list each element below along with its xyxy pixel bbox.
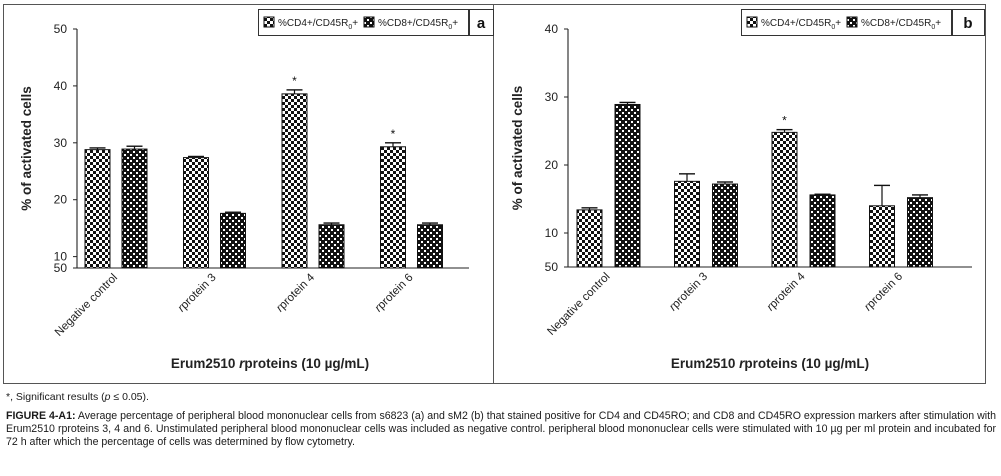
bar-cd8-3: [907, 197, 933, 268]
legend-swatch-0: [746, 16, 758, 28]
x-axis-label-prefix: Erum2510: [671, 356, 739, 371]
legend-text-main: %CD4+/CD45R: [278, 18, 348, 29]
category-label-3: rprotein 6: [373, 272, 416, 315]
legend-swatch-1: [363, 16, 375, 28]
category-label-3: rprotein 6: [862, 271, 905, 314]
category-label-1: rprotein 3: [667, 271, 710, 314]
footnote-prefix: *, Significant results (: [6, 391, 105, 403]
x-axis-label-prefix: Erum2510: [171, 356, 239, 371]
panel-label: b: [963, 15, 972, 32]
category-label-rest: Negative control: [53, 272, 120, 339]
x-axis-label-italic: r: [739, 356, 745, 371]
category-label-rest: protein 3: [178, 272, 218, 312]
bar-cd4-2: [281, 93, 308, 269]
legend-entry-0: %CD4+/CD45R0+: [761, 18, 841, 31]
x-axis-label-rest: proteins (10 µg/mL): [744, 356, 869, 371]
y-axis-label: % of activated cells: [19, 86, 34, 211]
bar-cd8-2: [809, 194, 836, 268]
bar-cd4-3: [380, 146, 406, 269]
significance-marker: *: [391, 127, 396, 141]
chart-panel-b: 50 10 20 30 40 % of activated cells Negative c…: [510, 9, 985, 371]
category-label-rest: protein 4: [767, 270, 808, 311]
y-tick-label: 20: [545, 158, 559, 172]
category-label-rest: Negative control: [545, 271, 612, 338]
bar-cd8-0: [614, 103, 641, 268]
significance-marker: *: [782, 114, 787, 128]
bar-cd4-1: [674, 180, 700, 268]
y-tick-label: 50: [54, 261, 68, 275]
y-tick-label: 10: [54, 250, 68, 264]
y-tick-label: 10: [545, 226, 559, 240]
legend-text-sub: 0: [931, 24, 935, 31]
caption-label: FIGURE 4-A1:: [6, 410, 76, 422]
bar-cd4-0: [576, 209, 603, 268]
x-axis-label: Erum2510 rproteins (10 µg/mL): [671, 356, 869, 371]
y-axis-label: % of activated cells: [510, 86, 525, 211]
category-label-0: Negative control: [53, 272, 120, 339]
category-label-2: rprotein 4: [765, 270, 808, 313]
legend-text-main: %CD4+/CD45R: [761, 18, 831, 29]
category-label-1: rprotein 3: [176, 272, 219, 315]
bar-cd8-3: [417, 224, 443, 269]
significance-footnote: *, Significant results (p ≤ 0.05).: [6, 391, 996, 403]
legend-text-end: +: [835, 18, 841, 29]
y-tick-label: 20: [54, 193, 68, 207]
category-label-0: Negative control: [545, 271, 612, 338]
category-label-rest: protein 6: [865, 271, 905, 311]
bar-cd8-1: [220, 212, 246, 269]
y-tick-label: 30: [54, 136, 68, 150]
legend-entry-1: %CD8+/CD45R0+: [861, 18, 941, 31]
bar-cd8-2: [318, 224, 345, 269]
legend-entry-1: %CD8+/CD45R0+: [378, 18, 458, 31]
panel-label: a: [477, 15, 486, 32]
legend-text-sub: 0: [448, 24, 452, 31]
legend-text-main: %CD8+/CD45R: [378, 18, 448, 29]
y-tick-label: 40: [545, 22, 559, 36]
legend-swatch-0: [263, 16, 275, 28]
significance-marker: *: [292, 74, 297, 88]
category-label-rest: protein 4: [277, 271, 318, 312]
caption-text: Average percentage of peripheral blood m…: [6, 410, 996, 449]
footnote-suffix: ≤ 0.05).: [110, 391, 149, 403]
legend-entry-0: %CD4+/CD45R0+: [278, 18, 358, 31]
y-tick-label: 40: [54, 79, 68, 93]
category-label-rest: protein 6: [375, 272, 415, 312]
category-label-2: rprotein 4: [274, 271, 317, 314]
legend-text-sub: 0: [831, 24, 835, 31]
legend-text-sub: 0: [348, 24, 352, 31]
bar-cd8-0: [121, 148, 148, 269]
y-tick-label: 30: [545, 90, 559, 104]
x-axis-label-rest: proteins (10 µg/mL): [244, 356, 369, 371]
panel-b-frame: [493, 4, 986, 384]
y-tick-label: 50: [54, 22, 68, 36]
x-axis-label: Erum2510 rproteins (10 µg/mL): [171, 356, 369, 371]
figure-caption: FIGURE 4-A1: Average percentage of perip…: [6, 410, 996, 450]
legend-text-end: +: [935, 18, 941, 29]
bar-cd4-0: [84, 149, 111, 269]
panel-badge-box: [469, 9, 494, 36]
bar-cd4-1: [183, 157, 209, 269]
bar-cd8-1: [712, 183, 738, 268]
caption-block: *, Significant results (p ≤ 0.05). FIGUR…: [6, 391, 996, 450]
legend-text-main: %CD8+/CD45R: [861, 18, 931, 29]
y-tick-label: 50: [545, 260, 559, 274]
panel-badge-box: [952, 9, 985, 36]
legend-swatch-1: [846, 16, 858, 28]
bar-cd4-2: [771, 131, 798, 268]
category-label-rest: protein 3: [670, 271, 710, 311]
x-axis-label-italic: r: [239, 356, 245, 371]
bar-cd4-3: [869, 205, 895, 268]
legend-text-end: +: [452, 18, 458, 29]
legend-text-end: +: [352, 18, 358, 29]
footnote-p-symbol: p: [104, 391, 111, 403]
